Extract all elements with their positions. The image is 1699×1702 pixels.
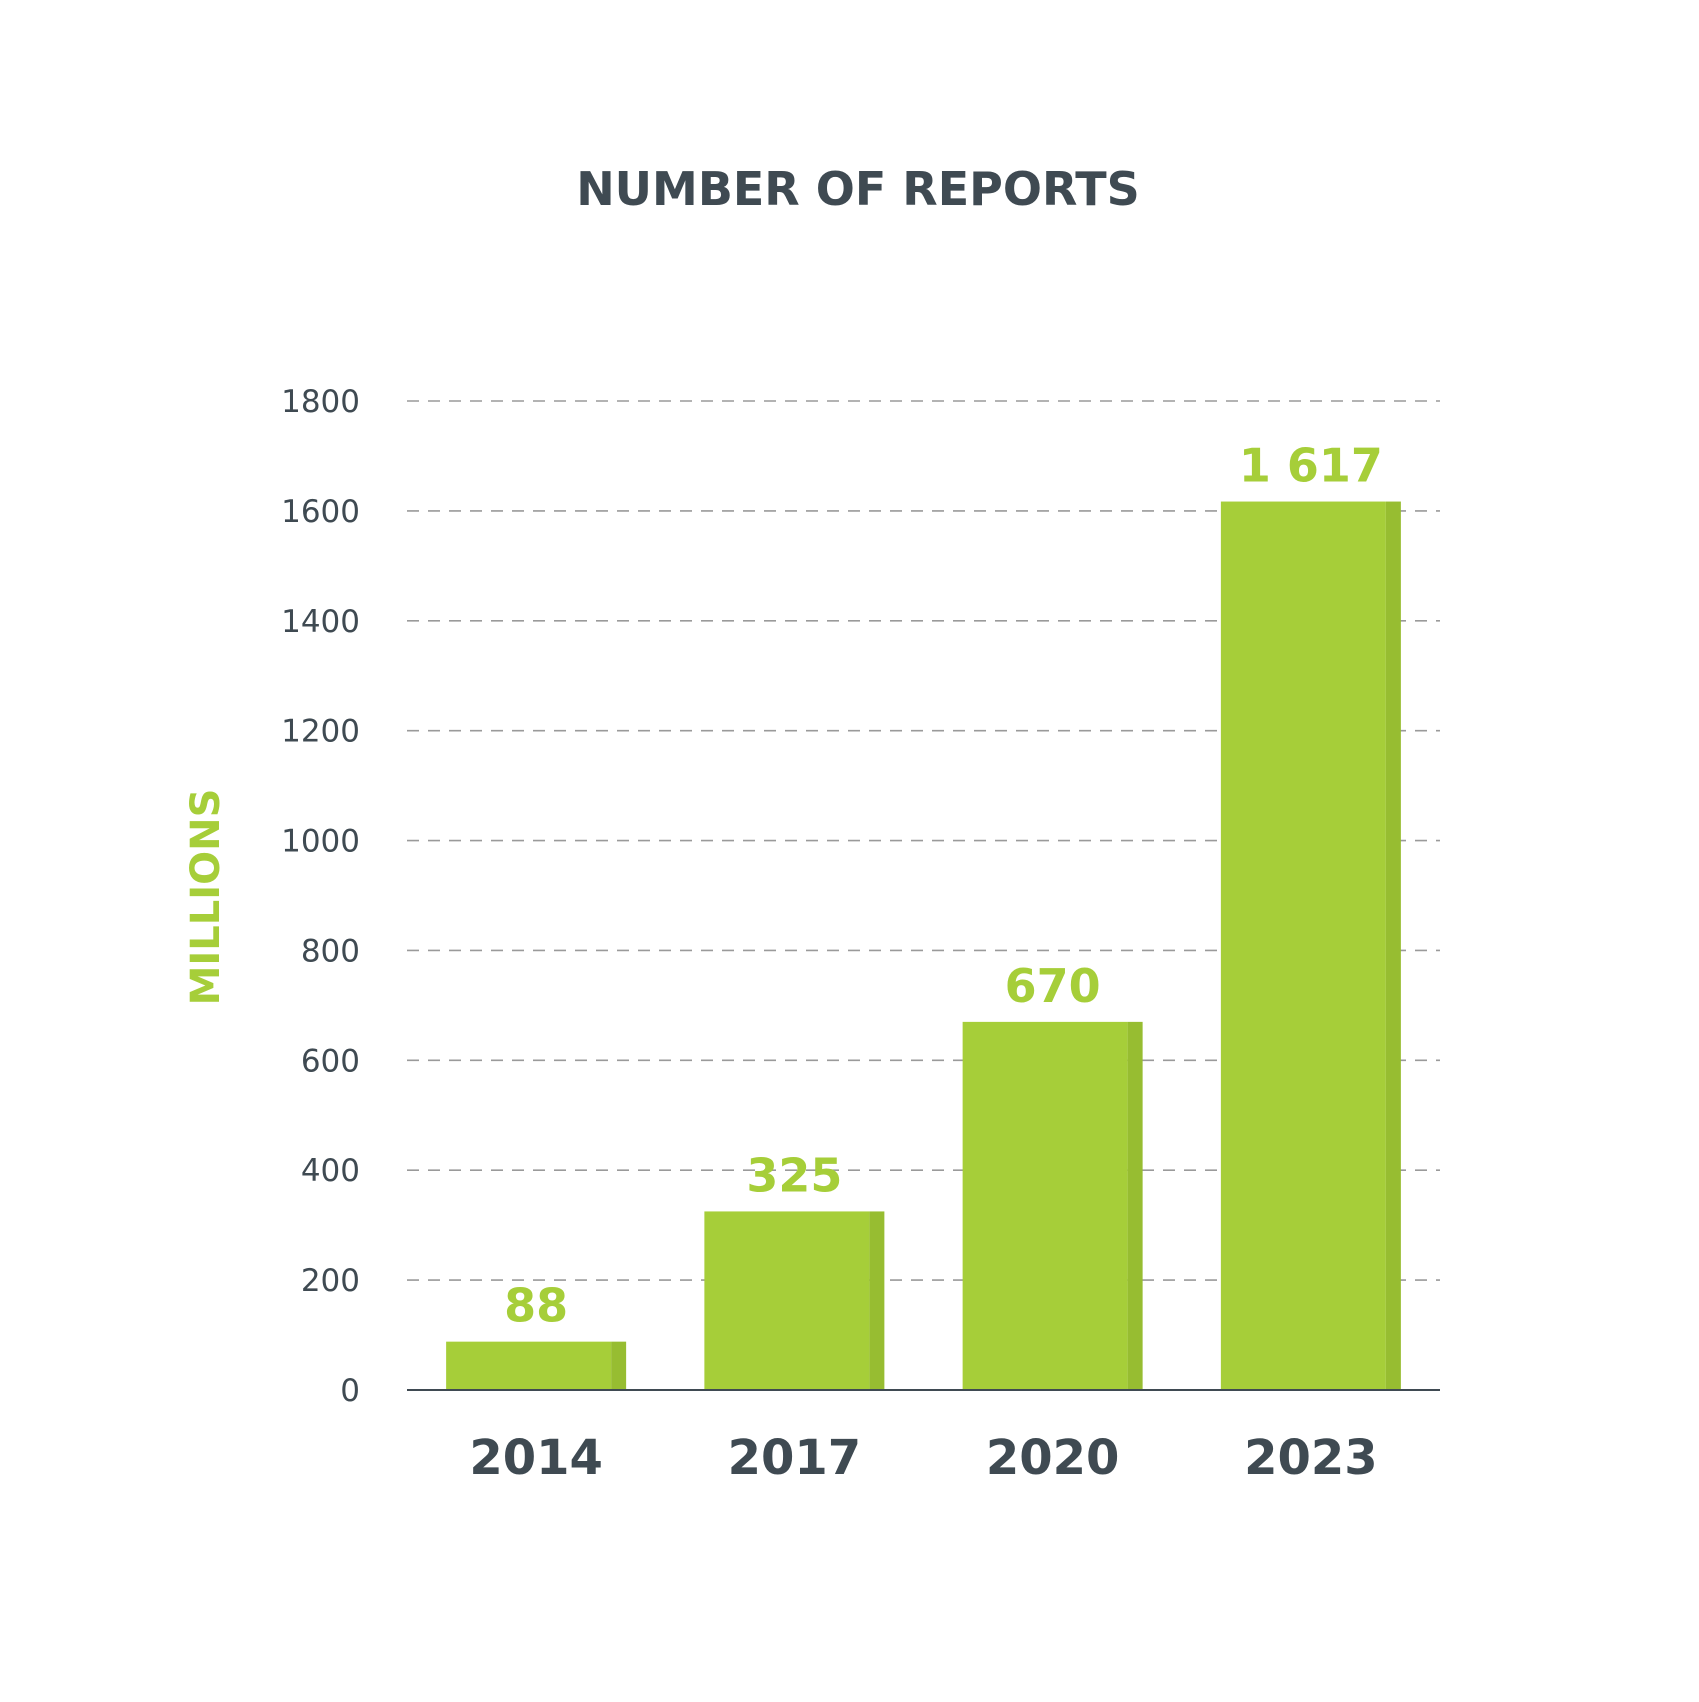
bar-2014 <box>446 1341 612 1390</box>
data-label-2017: 325 <box>746 1148 842 1202</box>
chart-title: NUMBER OF REPORTS <box>576 162 1140 216</box>
bar-2020 <box>962 1021 1128 1390</box>
x-tick-label-2020: 2020 <box>986 1430 1120 1486</box>
y-tick-label: 1000 <box>281 824 360 860</box>
x-tick-label-2014: 2014 <box>469 1430 603 1486</box>
data-label-2014: 88 <box>504 1279 568 1333</box>
x-tick-label-2023: 2023 <box>1244 1430 1378 1486</box>
x-tick-layer: 2014 2017 2020 2023 <box>469 1430 1377 1486</box>
data-label-2020: 670 <box>1005 959 1101 1013</box>
bar-2017 <box>704 1211 870 1390</box>
y-tick-label: 0 <box>340 1373 360 1409</box>
y-tick-label: 800 <box>301 933 360 969</box>
grid-layer <box>407 400 1440 1281</box>
data-label-layer: 88 325 670 1 617 <box>504 439 1383 1333</box>
bar-shade-2020 <box>1127 1021 1143 1390</box>
bar-shade-2014 <box>611 1341 627 1390</box>
bar-shade-2017 <box>869 1211 885 1390</box>
y-tick-label: 400 <box>301 1153 360 1189</box>
bar-2023 <box>1220 501 1386 1390</box>
x-tick-label-2017: 2017 <box>728 1430 862 1486</box>
bar-layer <box>446 501 1401 1390</box>
y-tick-label: 600 <box>301 1043 360 1079</box>
y-tick-label: 1600 <box>281 494 360 530</box>
bar-shade-2023 <box>1385 501 1401 1390</box>
data-label-2023: 1 617 <box>1239 439 1383 493</box>
y-tick-label: 1800 <box>281 384 360 420</box>
y-axis-label: MILLIONS <box>183 789 229 1006</box>
y-tick-label: 1200 <box>281 714 360 750</box>
y-tick-label: 1400 <box>281 604 360 640</box>
y-tick-layer: 0 200 400 600 800 1000 1200 1400 1600 1800 <box>281 384 360 1409</box>
y-tick-label: 200 <box>301 1263 360 1299</box>
